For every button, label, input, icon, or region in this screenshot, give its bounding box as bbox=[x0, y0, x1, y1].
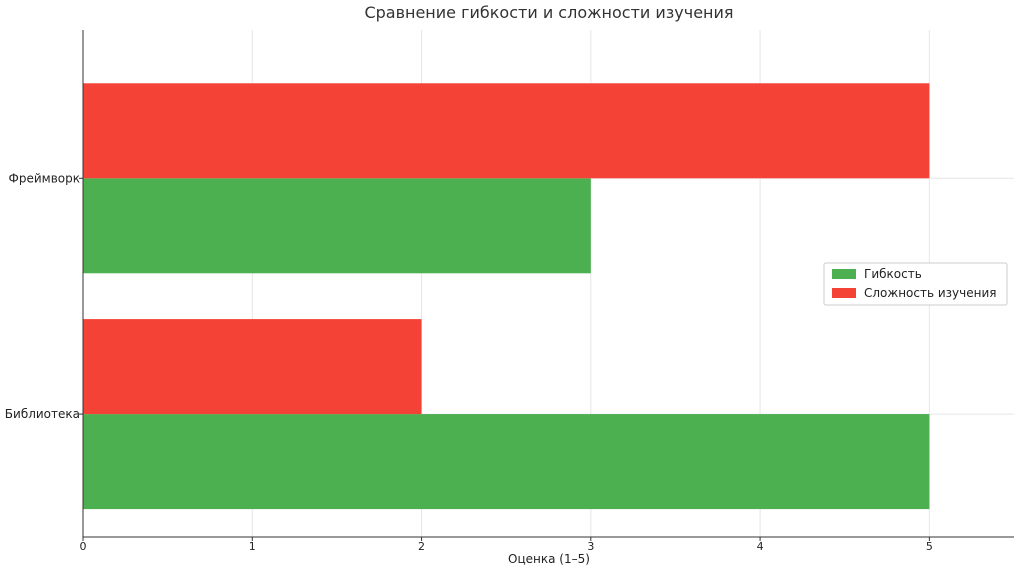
x-axis-label: Оценка (1–5) bbox=[508, 552, 590, 566]
legend: Гибкость Сложность изучения bbox=[823, 262, 1008, 306]
y-category-label: Библиотека bbox=[5, 407, 80, 421]
x-tick-label: 4 bbox=[757, 540, 764, 553]
x-tick-label: 5 bbox=[926, 540, 933, 553]
x-tick-label: 2 bbox=[418, 540, 425, 553]
x-tick-label: 3 bbox=[587, 540, 594, 553]
x-tick-label: 1 bbox=[249, 540, 256, 553]
legend-entry-label: Сложность изучения bbox=[864, 286, 996, 300]
legend-box bbox=[823, 262, 1008, 306]
y-category-label: Фреймворк bbox=[9, 171, 80, 185]
legend-entry-label: Гибкость bbox=[864, 267, 922, 281]
x-ticks: 0 1 2 3 4 5 bbox=[80, 537, 933, 553]
bar-flexibility bbox=[83, 414, 930, 510]
bar-learning-difficulty bbox=[83, 83, 930, 179]
bars bbox=[83, 83, 930, 510]
bar-flexibility bbox=[83, 178, 591, 274]
chart-title: Сравнение гибкости и сложности изучения bbox=[364, 3, 733, 22]
legend-swatch bbox=[832, 269, 856, 279]
y-ticks: Библиотека Фреймворк bbox=[5, 171, 83, 421]
axes bbox=[82, 30, 1014, 538]
x-tick-label: 0 bbox=[80, 540, 87, 553]
legend-swatch bbox=[832, 288, 856, 298]
bar-learning-difficulty bbox=[83, 319, 422, 415]
